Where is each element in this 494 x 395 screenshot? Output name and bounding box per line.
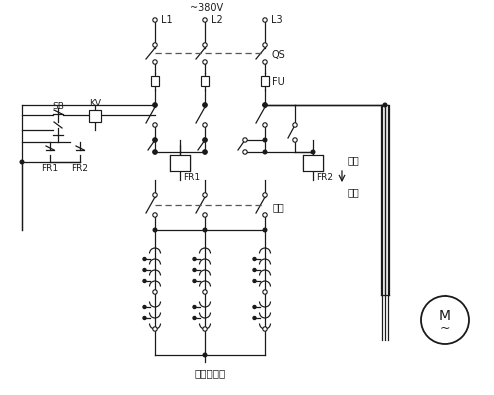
Circle shape — [153, 103, 157, 107]
Circle shape — [263, 138, 267, 142]
Circle shape — [153, 290, 157, 294]
Circle shape — [203, 103, 207, 107]
Text: SB: SB — [52, 102, 64, 111]
Circle shape — [203, 213, 207, 217]
Text: ~: ~ — [440, 322, 450, 335]
Circle shape — [253, 269, 256, 271]
Circle shape — [153, 138, 157, 142]
Text: 启动: 启动 — [273, 202, 285, 212]
Circle shape — [203, 138, 207, 142]
Circle shape — [143, 280, 146, 282]
Circle shape — [143, 269, 146, 271]
Circle shape — [263, 123, 267, 127]
Circle shape — [263, 327, 267, 331]
Text: L1: L1 — [161, 15, 172, 25]
Circle shape — [153, 327, 157, 331]
Text: FU: FU — [272, 77, 285, 87]
Bar — [201, 76, 209, 86]
Circle shape — [143, 258, 146, 260]
Circle shape — [203, 43, 207, 47]
Circle shape — [263, 60, 267, 64]
Text: FR1: FR1 — [41, 164, 59, 173]
Circle shape — [153, 123, 157, 127]
Circle shape — [203, 228, 207, 232]
Circle shape — [203, 290, 207, 294]
Circle shape — [153, 43, 157, 47]
Circle shape — [203, 138, 207, 142]
Circle shape — [203, 18, 207, 22]
Circle shape — [311, 150, 315, 154]
Text: FR2: FR2 — [72, 164, 88, 173]
Text: ~380V: ~380V — [191, 3, 224, 13]
Circle shape — [153, 138, 157, 142]
Circle shape — [193, 305, 196, 308]
Text: M: M — [439, 309, 451, 323]
Circle shape — [203, 327, 207, 331]
Circle shape — [383, 103, 387, 107]
Circle shape — [203, 123, 207, 127]
Text: L2: L2 — [211, 15, 223, 25]
Circle shape — [193, 269, 196, 271]
Circle shape — [203, 150, 207, 154]
Circle shape — [263, 103, 267, 107]
Circle shape — [20, 160, 24, 164]
Circle shape — [263, 150, 267, 154]
Text: FR1: FR1 — [183, 173, 200, 181]
Circle shape — [263, 103, 267, 107]
Circle shape — [153, 228, 157, 232]
Circle shape — [153, 103, 157, 107]
Circle shape — [203, 150, 207, 154]
Circle shape — [203, 60, 207, 64]
Circle shape — [153, 18, 157, 22]
Circle shape — [421, 296, 469, 344]
Text: QS: QS — [272, 50, 286, 60]
Circle shape — [263, 43, 267, 47]
Text: KV: KV — [89, 98, 101, 107]
Circle shape — [293, 138, 297, 142]
Circle shape — [153, 213, 157, 217]
Circle shape — [153, 150, 157, 154]
Text: 自耦变压器: 自耦变压器 — [194, 368, 226, 378]
Bar — [170, 155, 190, 171]
Text: FR2: FR2 — [316, 173, 333, 181]
Circle shape — [263, 103, 267, 107]
Circle shape — [293, 123, 297, 127]
Circle shape — [153, 193, 157, 197]
Circle shape — [263, 193, 267, 197]
Circle shape — [263, 228, 267, 232]
Circle shape — [193, 258, 196, 260]
Bar — [303, 155, 323, 171]
Circle shape — [193, 316, 196, 320]
Circle shape — [253, 258, 256, 260]
Circle shape — [153, 60, 157, 64]
Circle shape — [153, 150, 157, 154]
Circle shape — [203, 103, 207, 107]
Circle shape — [253, 280, 256, 282]
Text: 运行: 运行 — [348, 155, 360, 165]
Circle shape — [203, 193, 207, 197]
Circle shape — [253, 305, 256, 308]
Circle shape — [243, 138, 247, 142]
Bar — [261, 76, 269, 86]
Circle shape — [263, 18, 267, 22]
Circle shape — [143, 316, 146, 320]
Bar — [89, 110, 101, 122]
Bar — [151, 76, 159, 86]
Circle shape — [263, 213, 267, 217]
Circle shape — [263, 290, 267, 294]
Circle shape — [203, 353, 207, 357]
Circle shape — [253, 316, 256, 320]
Circle shape — [193, 280, 196, 282]
Circle shape — [143, 305, 146, 308]
Text: L3: L3 — [271, 15, 283, 25]
Text: 启动: 启动 — [348, 187, 360, 197]
Circle shape — [243, 150, 247, 154]
